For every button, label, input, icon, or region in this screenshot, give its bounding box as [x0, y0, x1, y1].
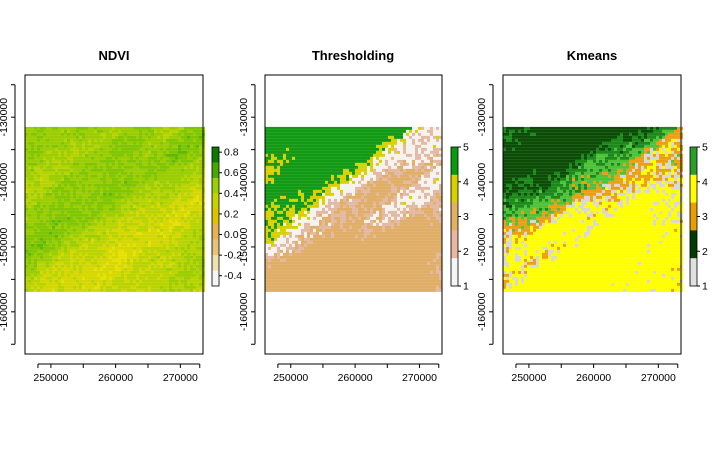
legend-tick-label: 4: [702, 176, 708, 188]
legend-tick-label: 0.4: [224, 188, 239, 200]
y-axis: -130000 -140000 -150000 -160000: [238, 84, 256, 345]
legend-colorbar: 5 4 3 2 1: [450, 142, 469, 293]
x-tick-label: 250000: [33, 372, 68, 384]
raster-image: [503, 126, 683, 292]
x-axis: 250000 260000 270000: [33, 363, 201, 384]
plot-frame: [24, 74, 204, 355]
x-axis: 250000 260000 270000: [273, 363, 440, 384]
panel-ndvi: NDVI 250000 260000 270000 -130000 -140000 -150…: [0, 48, 242, 384]
y-tick-label: -150000: [476, 228, 488, 267]
x-tick-label: 260000: [338, 372, 373, 384]
legend-tick-label: 2: [463, 246, 469, 258]
x-tick-label: 270000: [163, 372, 198, 384]
raster-image: [265, 126, 442, 292]
panel-title: Thresholding: [312, 48, 394, 63]
y-axis: -130000 -140000 -150000 -160000: [476, 84, 494, 345]
legend-tick-label: 0.8: [224, 147, 239, 159]
legend-swatch: [212, 224, 219, 241]
y-axis: -130000 -140000 -150000 -160000: [0, 84, 16, 345]
legend-swatch: [451, 147, 458, 176]
legend-tick-label: 5: [463, 142, 469, 154]
legend-tick-label: -0.2: [224, 250, 242, 262]
x-tick-label: 270000: [402, 372, 437, 384]
legend-tick-label: 3: [463, 211, 469, 223]
y-tick-label: -130000: [0, 98, 10, 137]
legend-swatch: [690, 147, 697, 176]
legend-swatch: [212, 147, 219, 163]
legend-swatch: [690, 258, 697, 287]
legend-swatch: [212, 239, 219, 256]
legend-swatch: [212, 193, 219, 210]
legend-tick-label: -0.4: [224, 270, 242, 282]
x-tick-label: 250000: [511, 372, 546, 384]
x-tick-label: 270000: [641, 372, 676, 384]
panel-title: NDVI: [98, 48, 129, 63]
legend-tick-label: 1: [463, 281, 469, 293]
legend-swatch: [451, 230, 458, 259]
legend-swatch: [212, 270, 219, 287]
y-tick-label: -150000: [238, 228, 250, 267]
legend-swatch: [451, 202, 458, 231]
y-tick-label: -140000: [476, 163, 488, 202]
legend-tick-label: 3: [702, 211, 708, 223]
legend-swatch: [451, 258, 458, 287]
legend-colorbar: 5 4 3 2 1: [689, 142, 708, 293]
legend-tick-label: 2: [702, 246, 708, 258]
y-tick-label: -160000: [0, 292, 10, 331]
legend-tick-label: 5: [702, 142, 708, 154]
y-tick-label: -160000: [238, 292, 250, 331]
y-tick-label: -130000: [476, 98, 488, 137]
raster-image: [25, 126, 205, 292]
legend-swatch: [212, 208, 219, 225]
legend-swatch: [451, 174, 458, 204]
panel-thresholding: Thresholding 250000 260000 270000 -130000 -14…: [238, 48, 469, 384]
panel-title: Kmeans: [567, 48, 618, 63]
plot-frame: [502, 74, 682, 355]
legend-tick-label: 0.2: [224, 208, 239, 220]
y-tick-label: -160000: [476, 292, 488, 331]
legend-swatch: [212, 177, 219, 194]
y-tick-label: -140000: [238, 163, 250, 202]
y-tick-label: -130000: [238, 98, 250, 137]
legend-swatch: [690, 202, 697, 231]
legend-tick-label: 0.6: [224, 167, 239, 179]
x-tick-label: 250000: [273, 372, 308, 384]
legend-swatch: [690, 174, 697, 204]
x-axis: 250000 260000 270000: [511, 363, 679, 384]
plot-frame: [264, 74, 443, 355]
legend-swatch: [212, 255, 219, 272]
legend-tick-label: 1: [702, 281, 708, 293]
y-tick-label: -140000: [0, 163, 10, 202]
x-tick-label: 260000: [576, 372, 611, 384]
legend-swatch: [690, 230, 697, 259]
legend-colorbar: 0.8 0.6 0.4 0.2 0.0 -0.2 -0.4: [211, 146, 242, 287]
legend-swatch: [212, 162, 219, 179]
x-tick-label: 260000: [98, 372, 133, 384]
legend-tick-label: 0.0: [224, 229, 239, 241]
y-tick-label: -150000: [0, 228, 10, 267]
legend-tick-label: 4: [463, 176, 469, 188]
